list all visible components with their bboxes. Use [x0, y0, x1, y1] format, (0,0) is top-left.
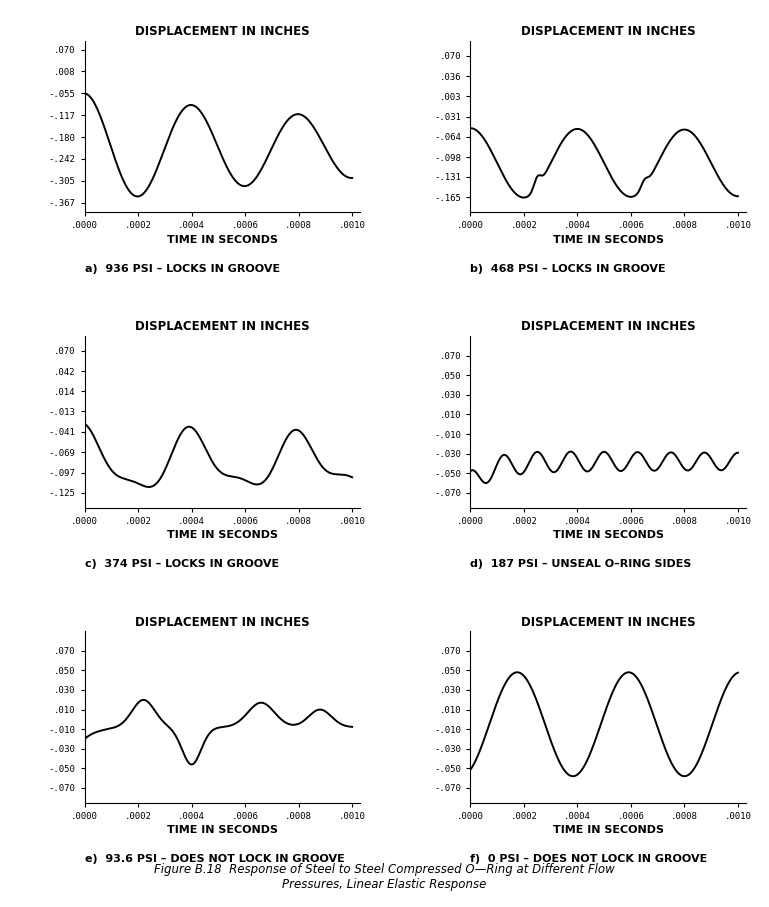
- Title: DISPLACEMENT IN INCHES: DISPLACEMENT IN INCHES: [135, 320, 310, 334]
- Title: DISPLACEMENT IN INCHES: DISPLACEMENT IN INCHES: [521, 320, 695, 334]
- Text: b)  468 PSI – LOCKS IN GROOVE: b) 468 PSI – LOCKS IN GROOVE: [471, 264, 666, 274]
- X-axis label: TIME IN SECONDS: TIME IN SECONDS: [167, 530, 278, 540]
- Title: DISPLACEMENT IN INCHES: DISPLACEMENT IN INCHES: [521, 616, 695, 629]
- Text: Figure B.18  Response of Steel to Steel Compressed O—Ring at Different Flow
Pres: Figure B.18 Response of Steel to Steel C…: [154, 863, 615, 891]
- Text: d)  187 PSI – UNSEAL O–RING SIDES: d) 187 PSI – UNSEAL O–RING SIDES: [471, 559, 692, 569]
- Text: c)  374 PSI – LOCKS IN GROOVE: c) 374 PSI – LOCKS IN GROOVE: [85, 559, 278, 569]
- X-axis label: TIME IN SECONDS: TIME IN SECONDS: [167, 235, 278, 245]
- Text: e)  93.6 PSI – DOES NOT LOCK IN GROOVE: e) 93.6 PSI – DOES NOT LOCK IN GROOVE: [85, 854, 345, 864]
- Text: f)  0 PSI – DOES NOT LOCK IN GROOVE: f) 0 PSI – DOES NOT LOCK IN GROOVE: [471, 854, 707, 864]
- Text: a)  936 PSI – LOCKS IN GROOVE: a) 936 PSI – LOCKS IN GROOVE: [85, 264, 280, 274]
- Title: DISPLACEMENT IN INCHES: DISPLACEMENT IN INCHES: [521, 25, 695, 38]
- X-axis label: TIME IN SECONDS: TIME IN SECONDS: [553, 235, 664, 245]
- Title: DISPLACEMENT IN INCHES: DISPLACEMENT IN INCHES: [135, 616, 310, 629]
- X-axis label: TIME IN SECONDS: TIME IN SECONDS: [553, 530, 664, 540]
- Title: DISPLACEMENT IN INCHES: DISPLACEMENT IN INCHES: [135, 25, 310, 38]
- X-axis label: TIME IN SECONDS: TIME IN SECONDS: [553, 824, 664, 834]
- X-axis label: TIME IN SECONDS: TIME IN SECONDS: [167, 824, 278, 834]
